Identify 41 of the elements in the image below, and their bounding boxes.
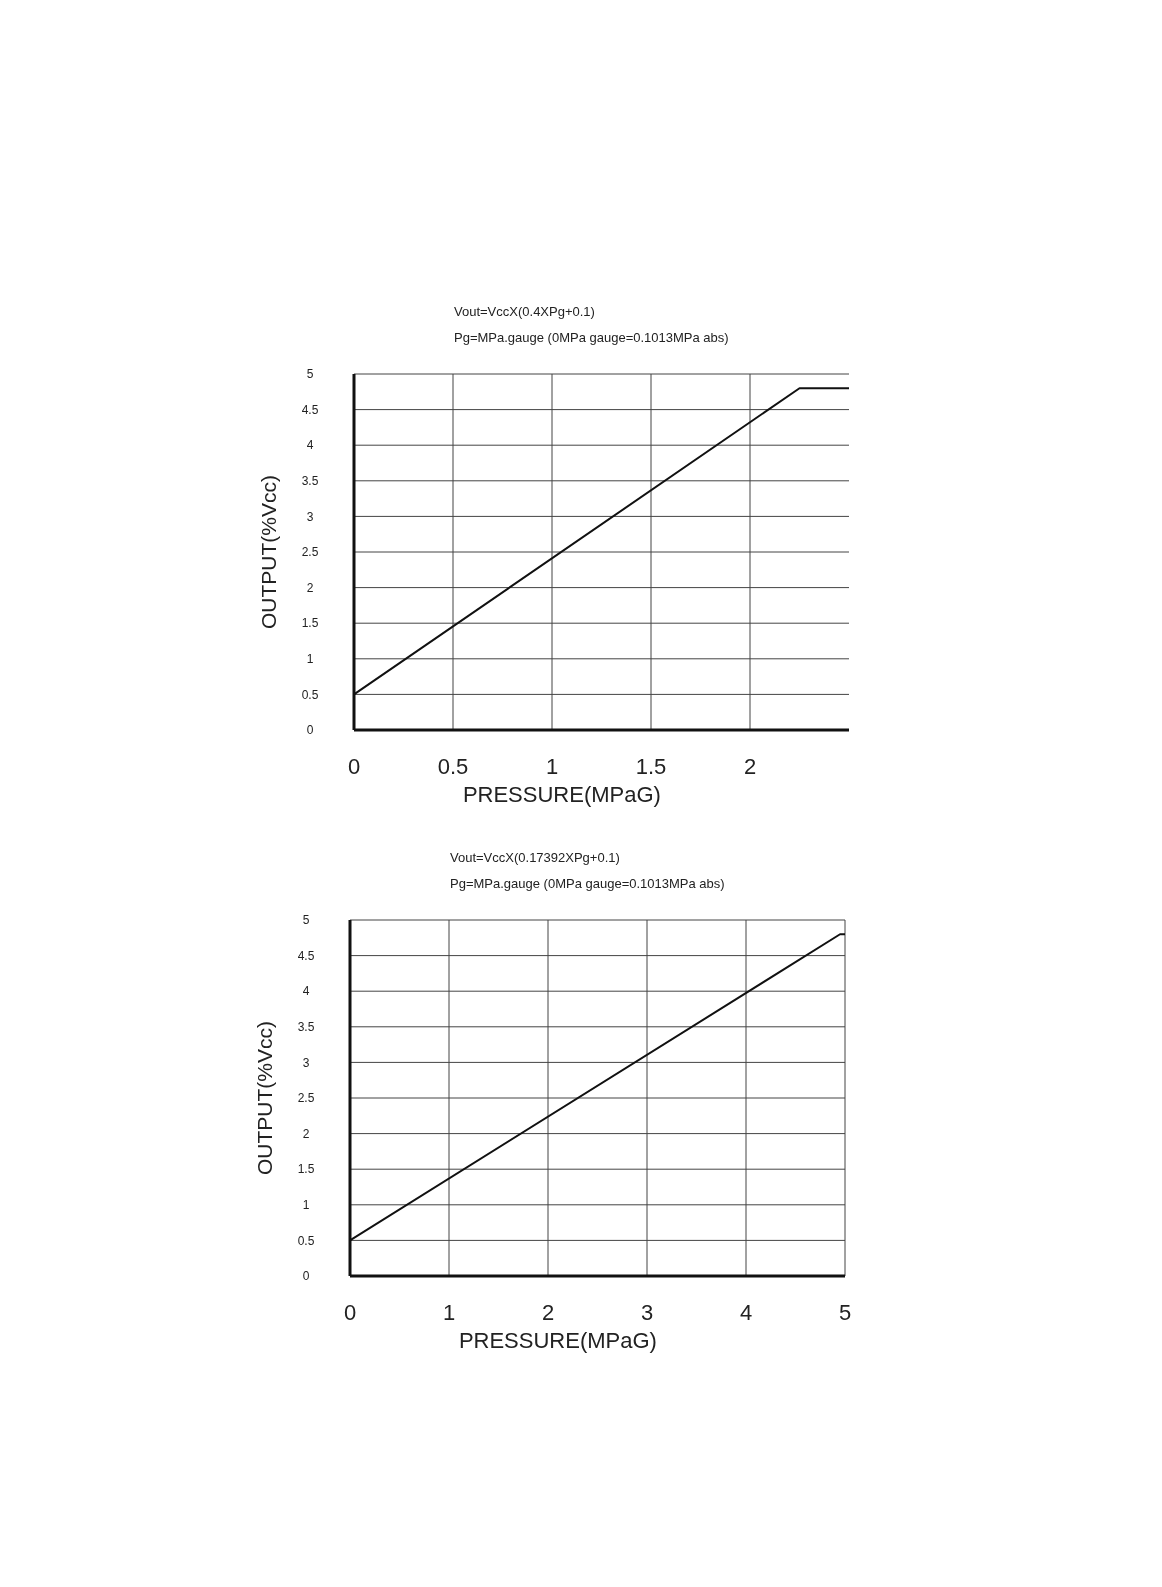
chart-subtitle: Pg=MPa.gauge (0MPa gauge=0.1013MPa abs) [450, 876, 725, 891]
y-tick-label: 2 [306, 580, 314, 595]
y-tick-label: 1.5 [297, 1162, 315, 1177]
y-tick-label: 1 [306, 652, 314, 666]
y-tick-label: 4 [306, 438, 314, 453]
x-tick-label: 0 [347, 754, 361, 779]
chart-title: Vout=VccX(0.17392XPg+0.1) [450, 850, 620, 865]
y-axis-title: OUTPUT(%Vcc) [257, 475, 280, 629]
y-tick-label: 3 [306, 509, 314, 524]
y-tick-label: 5 [306, 367, 314, 382]
y-tick-label: 4.5 [301, 402, 319, 417]
y-tick-label: 2.5 [297, 1091, 315, 1106]
y-tick-label: 0 [302, 1269, 310, 1284]
x-tick-label: 3 [640, 1300, 654, 1325]
y-tick-label: 2 [302, 1126, 310, 1141]
y-tick-label: 3 [302, 1055, 310, 1070]
x-tick-label: 1 [442, 1300, 456, 1325]
y-tick-label: 0.5 [301, 687, 319, 702]
y-axis-title: OUTPUT(%Vcc) [253, 1021, 276, 1175]
y-tick-label: 5 [302, 913, 310, 928]
chart-subtitle: Pg=MPa.gauge (0MPa gauge=0.1013MPa abs) [454, 330, 729, 345]
chart-title: Vout=VccX(0.4XPg+0.1) [454, 304, 595, 319]
x-tick-label: 2 [541, 1300, 555, 1325]
x-tick-label: 0 [343, 1300, 357, 1325]
y-tick-label: 1.5 [301, 616, 319, 631]
y-tick-label: 2.5 [301, 545, 319, 560]
y-tick-label: 0 [306, 723, 314, 738]
y-tick-label: 3.5 [301, 474, 319, 488]
x-axis-title: PRESSURE(MPaG) [462, 782, 661, 807]
y-tick-label: 4 [302, 984, 310, 999]
y-tick-label: 4.5 [297, 948, 315, 963]
x-tick-label: 4 [739, 1300, 753, 1325]
x-tick-label: 1.5 [635, 754, 667, 779]
x-tick-label: 2 [743, 754, 757, 779]
x-tick-label: 0.5 [437, 754, 469, 779]
y-tick-label: 3.5 [297, 1020, 315, 1034]
x-tick-label: 1 [545, 754, 559, 779]
y-tick-label: 0.5 [297, 1233, 315, 1248]
x-tick-label: 5 [838, 1300, 852, 1325]
y-tick-label: 1 [302, 1198, 310, 1212]
x-axis-title: PRESSURE(MPaG) [458, 1328, 657, 1353]
